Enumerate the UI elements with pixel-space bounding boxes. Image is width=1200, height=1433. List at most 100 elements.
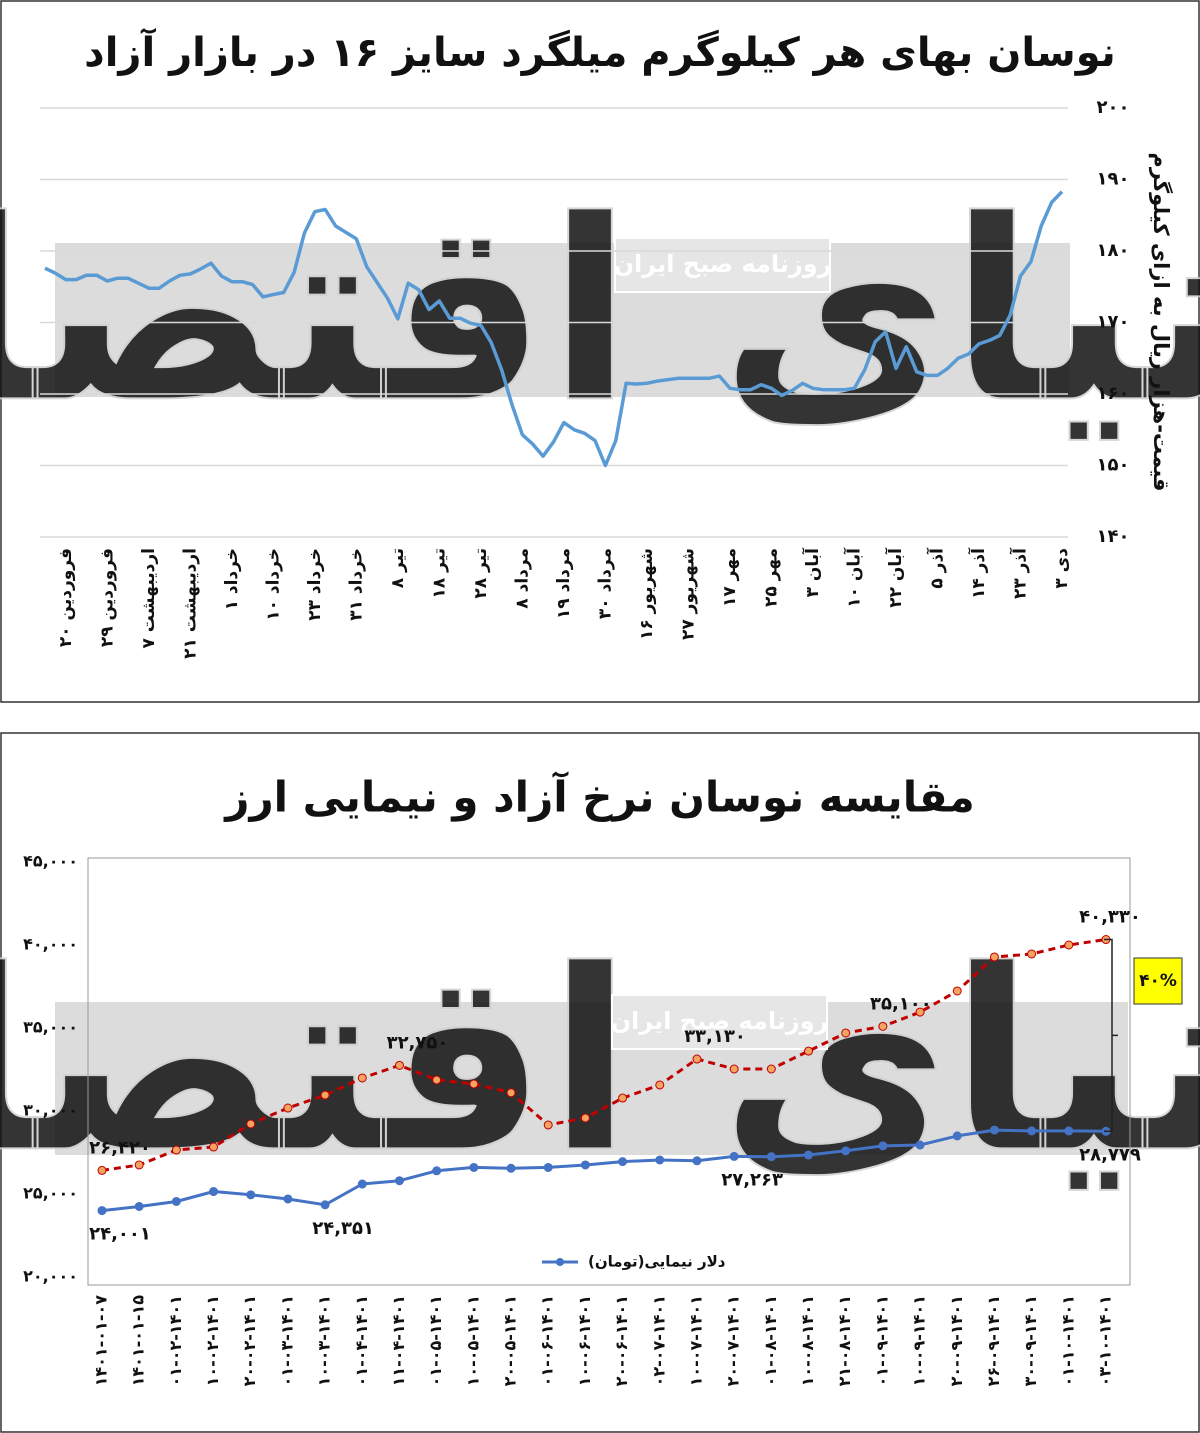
x-tick-label: ۲۰-۰۲-۱۴۰۱ bbox=[240, 1295, 259, 1386]
point bbox=[506, 1163, 516, 1173]
x-tick-label: ۲۰-۰۶-۱۴۰۱ bbox=[612, 1295, 631, 1386]
point bbox=[357, 1073, 367, 1083]
point bbox=[1027, 949, 1037, 959]
plot-frame bbox=[87, 857, 1131, 1286]
legend-marker bbox=[556, 1258, 564, 1266]
x-tick-label: ۱۰-۰۲-۱۴۰۱ bbox=[203, 1295, 222, 1386]
x-tick-label: ۵ آذر bbox=[925, 547, 947, 589]
point bbox=[952, 1131, 962, 1141]
point bbox=[394, 1176, 404, 1186]
x-tick-label: ۱۶ شهریور bbox=[637, 548, 657, 640]
watermark-box bbox=[611, 994, 828, 1050]
y-tick-label: ۱۶۰ bbox=[1097, 383, 1130, 404]
x-tick-label: ۲۶-۰۹-۱۴۰۱ bbox=[984, 1295, 1003, 1386]
point bbox=[432, 1166, 442, 1176]
point bbox=[804, 1046, 814, 1056]
point bbox=[357, 1179, 367, 1189]
data-label: ۲۶,۴۲۰ bbox=[89, 1137, 151, 1158]
x-tick-label: ۱۰-۰۹-۱۴۰۱ bbox=[910, 1295, 929, 1386]
x-tick-label: ۱۰-۰۳-۱۴۰۱ bbox=[315, 1295, 334, 1386]
point bbox=[134, 1160, 144, 1170]
y-tick-label: ۲۰۰ bbox=[1097, 97, 1130, 118]
point bbox=[841, 1146, 851, 1156]
y-tick-label: ۳۵,۰۰۰ bbox=[23, 1018, 78, 1037]
x-tick-label: ۱۱-۰۴-۱۴۰۱ bbox=[389, 1295, 408, 1386]
x-tick-label: ۰۲-۰۷-۱۴۰۱ bbox=[649, 1295, 668, 1386]
data-label: ۲۷,۲۶۳ bbox=[721, 1169, 783, 1190]
point bbox=[766, 1064, 776, 1074]
point bbox=[543, 1120, 553, 1130]
x-tick-label: ۲۳ آذر bbox=[1008, 547, 1030, 599]
point bbox=[729, 1064, 739, 1074]
watermark-text: روزنامه صبح ایران bbox=[611, 1007, 829, 1035]
x-tick-label: ۱۰-۰۵-۱۴۰۱ bbox=[463, 1295, 482, 1386]
x-tick-label: ۰۱-۰۸-۱۴۰۱ bbox=[761, 1295, 780, 1386]
x-tick-label: ۲۰-۰۷-۱۴۰۱ bbox=[724, 1295, 743, 1386]
x-tick-label: ۳ آبان bbox=[801, 547, 823, 598]
series-line bbox=[101, 1128, 1107, 1213]
data-label: ۳۳,۱۳۰ bbox=[684, 1026, 746, 1047]
annotation: ۴۰% bbox=[1139, 971, 1177, 991]
watermark-band bbox=[55, 1002, 1128, 1155]
x-tick-label: ۱۰-۰۸-۱۴۰۱ bbox=[798, 1295, 817, 1386]
series-line bbox=[44, 190, 1064, 468]
y-tick-label: ۴۵,۰۰۰ bbox=[23, 852, 78, 871]
y-tick-label: ۳۰,۰۰۰ bbox=[23, 1101, 78, 1120]
chart-title: نوسان بهای هر کیلوگرم میلگرد سایز ۱۶ در … bbox=[84, 27, 1116, 76]
x-tick-label: ۲۲ آبان bbox=[884, 547, 906, 608]
y-tick-label: ۱۴۰ bbox=[1097, 526, 1130, 547]
point bbox=[618, 1093, 628, 1103]
x-tick-label: ۲۰ فروردین bbox=[56, 548, 76, 647]
point bbox=[655, 1155, 665, 1165]
point bbox=[580, 1160, 590, 1170]
point bbox=[246, 1190, 256, 1200]
point bbox=[320, 1090, 330, 1100]
point bbox=[841, 1028, 851, 1038]
watermark-band bbox=[55, 243, 1070, 397]
y-axis-label: قیمت-هزار ریال به ازای کیلوگرم bbox=[1149, 152, 1174, 491]
point bbox=[1064, 1126, 1074, 1136]
point bbox=[97, 1165, 107, 1175]
x-tick-label: ۲۰-۰۵-۱۴۰۱ bbox=[501, 1295, 520, 1386]
point bbox=[209, 1142, 219, 1152]
y-tick-label: ۱۸۰ bbox=[1097, 240, 1130, 261]
x-tick-label: ۰۳-۱۰-۱۴۰۱ bbox=[1096, 1295, 1115, 1386]
point bbox=[692, 1156, 702, 1166]
x-tick-label: ۱ خرداد bbox=[222, 548, 242, 610]
x-tick-label: ۰۱-۱۰-۱۴۰۱ bbox=[1058, 1295, 1077, 1386]
point bbox=[915, 1007, 925, 1017]
y-tick-label: ۱۷۰ bbox=[1097, 312, 1130, 333]
point bbox=[469, 1079, 479, 1089]
point bbox=[320, 1200, 330, 1210]
x-tick-label: ۱۴۰۱-۰۱-۰۷ bbox=[92, 1295, 111, 1387]
x-tick-label: ۰۱-۰۵-۱۴۰۱ bbox=[426, 1295, 445, 1386]
x-tick-label: ۰۱-۰۳-۱۴۰۱ bbox=[277, 1295, 296, 1386]
point bbox=[952, 986, 962, 996]
watermark-logo: دنیای اقتصاد bbox=[0, 916, 1200, 1207]
x-tick-label: ۷ اردیبهشت bbox=[139, 548, 159, 648]
x-tick-label: ۰۱-۰۴-۱۴۰۱ bbox=[352, 1295, 371, 1386]
watermark-logo: دنیای اقتصاد bbox=[0, 166, 1200, 457]
y-tick-label: ۴۰,۰۰۰ bbox=[23, 935, 78, 954]
point bbox=[989, 1125, 999, 1135]
x-tick-label: ۱۸ تیر bbox=[429, 548, 449, 599]
x-tick-label: ۲۷ شهریور bbox=[678, 548, 698, 640]
point bbox=[655, 1080, 665, 1090]
point bbox=[915, 1140, 925, 1150]
chart-title: مقایسه نوسان نرخ آزاد و نیمایی ارز bbox=[223, 772, 974, 823]
point bbox=[692, 1054, 702, 1064]
x-tick-label: ۲۳ خرداد bbox=[305, 548, 325, 621]
data-label: ۲۴,۳۵۱ bbox=[312, 1218, 374, 1239]
x-tick-label: ۲۰-۰۹-۱۴۰۱ bbox=[947, 1295, 966, 1386]
series-line bbox=[101, 938, 1107, 1172]
y-tick-label: ۱۹۰ bbox=[1097, 169, 1130, 190]
point bbox=[171, 1196, 181, 1206]
point bbox=[580, 1113, 590, 1123]
data-label: ۲۴,۰۰۱ bbox=[89, 1224, 151, 1245]
point bbox=[543, 1162, 553, 1172]
data-label: ۲۸,۷۷۹ bbox=[1079, 1144, 1141, 1165]
data-label: ۴۰,۳۳۰ bbox=[1079, 907, 1141, 928]
point bbox=[134, 1201, 144, 1211]
data-label: ۳۵,۱۰۰ bbox=[870, 993, 932, 1014]
